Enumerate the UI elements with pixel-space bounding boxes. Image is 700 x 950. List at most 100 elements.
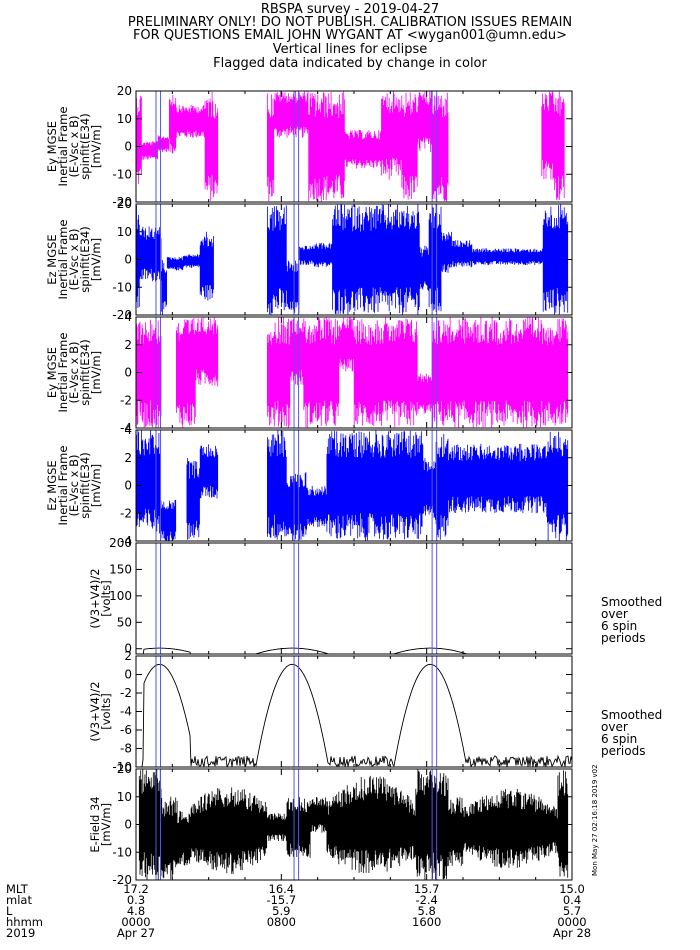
series-trace-e-field-34 <box>138 769 569 880</box>
y-tick-label: 100 <box>109 589 132 603</box>
y-axis-label-line: Inertial Frame <box>56 333 70 413</box>
y-tick-label: 2 <box>124 338 132 352</box>
y-axis-label-line: (E-Vsc x B) <box>67 116 81 178</box>
y-tick-label: 0 <box>124 253 132 267</box>
x-tick-value: 1600 <box>412 915 441 929</box>
y-tick-label: 0 <box>124 668 132 682</box>
y-tick-label: 0 <box>124 642 132 656</box>
x-tick-value: 0000 <box>557 915 586 929</box>
y-axis-label-line: spinfit(E34) <box>78 113 92 179</box>
y-axis-label-line: (E-Vsc x B) <box>67 455 81 517</box>
y-tick-label: -20 <box>112 873 132 887</box>
y-tick-label: 20 <box>117 197 132 211</box>
y-axis-label-line: [volts] <box>99 580 113 617</box>
smoothing-note-line: Smoothed <box>601 708 662 722</box>
smoothing-note-line: periods <box>601 744 645 758</box>
x-tick-value: 0.4 <box>563 893 581 907</box>
y-axis-label-line: spinfit(E34) <box>78 452 92 518</box>
x-tick-value: -2.4 <box>415 893 437 907</box>
x-tick-value: 5.9 <box>272 904 290 918</box>
y-tick-label: 10 <box>117 112 132 126</box>
y-tick-label: -2 <box>120 686 132 700</box>
y-tick-label: -2 <box>120 506 132 520</box>
y-tick-label: 150 <box>109 562 132 576</box>
y-axis-label-line: spinfit(E34) <box>78 339 92 405</box>
y-tick-label: 0 <box>124 366 132 380</box>
series-trace-ez-mgse-1 <box>136 204 569 315</box>
y-axis-label-line: [volts] <box>99 693 113 730</box>
smoothing-note-line: over <box>601 607 628 621</box>
x-row-label: L <box>6 904 13 918</box>
x-tick-value: 15.0 <box>559 882 585 896</box>
y-tick-label: -4 <box>120 421 132 435</box>
y-axis-label-line: Inertial Frame <box>56 220 70 300</box>
x-row-label: MLT <box>6 882 29 896</box>
y-axis-label-line: Ez MGSE <box>45 460 59 510</box>
header-line-eclipse-note: Vertical lines for eclipse <box>272 42 428 57</box>
smoothing-note-line: over <box>601 720 628 734</box>
y-axis-label-line: Ey MGSE <box>45 347 59 398</box>
series-trace-ey-mgse-1 <box>136 91 565 202</box>
y-tick-label: -10 <box>112 760 132 774</box>
x-tick-value: 16.4 <box>269 882 295 896</box>
y-axis-label-line: E-Field 34 <box>88 796 102 852</box>
x-row-label: 2019 <box>6 926 35 940</box>
y-axis-label-line: Inertial Frame <box>56 107 70 187</box>
x-row-label: mlat <box>6 893 32 907</box>
smoothing-note-line: periods <box>601 631 645 645</box>
x-tick-value: 15.7 <box>414 882 440 896</box>
header-line-title: RBSPA survey - 2019-04-27 <box>260 2 440 17</box>
y-axis-label-line: (E-Vsc x B) <box>67 229 81 291</box>
y-tick-label: 10 <box>117 225 132 239</box>
y-tick-label: 4 <box>124 310 132 324</box>
x-tick-value: Apr 28 <box>553 926 591 940</box>
y-axis-label-line: Inertial Frame <box>56 446 70 526</box>
y-tick-label: 10 <box>117 790 132 804</box>
y-tick-label: 0 <box>124 140 132 154</box>
series-trace-ey-mgse-2 <box>136 317 569 428</box>
x-tick-value: 17.2 <box>123 882 149 896</box>
y-tick-label: -10 <box>112 167 132 181</box>
x-tick-value: 0800 <box>267 915 296 929</box>
x-tick-value: Apr 27 <box>117 926 155 940</box>
header-line-flag-note: Flagged data indicated by change in colo… <box>213 56 487 71</box>
y-tick-label: -4 <box>120 534 132 548</box>
y-axis-label-line: (V3+V4)/2 <box>88 568 102 628</box>
y-axis-label-line: [mV/m] <box>89 125 103 168</box>
y-axis-label-line: [mV/m] <box>89 464 103 507</box>
y-tick-label: 2 <box>124 451 132 465</box>
header-line-warning: PRELIMINARY ONLY! DO NOT PUBLISH. CALIBR… <box>127 15 573 30</box>
series-trace-ez-mgse-2 <box>136 430 569 541</box>
x-row-label: hhmm <box>6 915 43 929</box>
x-tick-value: 5.8 <box>418 904 436 918</box>
y-tick-label: -8 <box>120 742 132 756</box>
x-tick-value: 5.7 <box>563 904 581 918</box>
y-tick-label: 2 <box>124 649 132 663</box>
smoothing-note-line: Smoothed <box>601 595 662 609</box>
y-tick-label: -20 <box>112 195 132 209</box>
y-tick-label: -10 <box>112 845 132 859</box>
y-tick-label: 20 <box>117 84 132 98</box>
x-tick-value: 0000 <box>121 915 150 929</box>
y-tick-label: 0 <box>124 818 132 832</box>
x-tick-value: -15.7 <box>266 893 296 907</box>
y-axis-label-line: Ez MGSE <box>45 234 59 284</box>
y-axis-label-line: (V3+V4)/2 <box>88 681 102 741</box>
x-tick-value: 0.3 <box>127 893 145 907</box>
y-axis-label-line: (E-Vsc x B) <box>67 342 81 404</box>
y-tick-label: 200 <box>109 536 132 550</box>
y-axis-label-line: [mV/m] <box>89 238 103 281</box>
y-tick-label: 4 <box>124 423 132 437</box>
y-axis-label-line: Ey MGSE <box>45 121 59 172</box>
y-axis-label-line: spinfit(E34) <box>78 226 92 292</box>
y-tick-label: -4 <box>120 705 132 719</box>
y-axis-label-line: [mV/m] <box>99 803 113 846</box>
panel-frame-v34-zoom <box>135 655 573 768</box>
y-tick-label: -20 <box>112 308 132 322</box>
y-tick-label: 50 <box>117 615 132 629</box>
generation-stamp: Mon May 27 02:16:18 2019 v02 <box>591 764 599 876</box>
y-tick-label: 0 <box>124 479 132 493</box>
y-tick-label: 20 <box>117 762 132 776</box>
panel-frame-v34-full <box>135 542 573 655</box>
smoothing-note-line: 6 spin <box>601 619 637 633</box>
